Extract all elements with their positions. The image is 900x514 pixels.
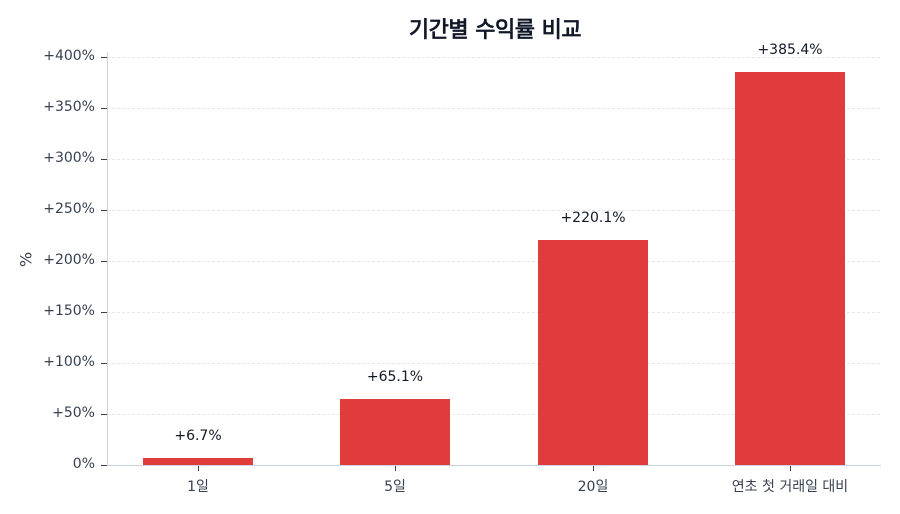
- y-tick-label: +250%: [43, 201, 95, 217]
- y-tick-label: +300%: [43, 150, 95, 166]
- bar-value-label: +220.1%: [560, 210, 626, 227]
- y-tick-label: +400%: [43, 48, 95, 64]
- gridline: [107, 414, 880, 415]
- y-tick-mark: [101, 465, 107, 466]
- gridline: [107, 261, 880, 262]
- y-tick-label: +150%: [43, 303, 95, 319]
- gridline: [107, 210, 880, 211]
- x-tick-label: 20일: [577, 479, 609, 495]
- y-tick-label: +100%: [43, 354, 95, 370]
- y-tick-mark: [101, 108, 107, 109]
- bar: [735, 71, 845, 465]
- y-tick-mark: [101, 159, 107, 160]
- bar: [538, 240, 648, 465]
- y-tick-mark: [101, 363, 107, 364]
- bar: [340, 398, 450, 465]
- chart-title: 기간별 수익률 비교: [408, 18, 582, 43]
- x-tick-mark: [790, 466, 791, 471]
- y-tick-label: +200%: [43, 252, 95, 268]
- bar-value-label: +385.4%: [757, 41, 823, 58]
- x-tick-label: 5일: [384, 479, 406, 495]
- bar-value-label: +6.7%: [174, 428, 222, 445]
- y-tick-label: +50%: [52, 405, 95, 421]
- x-axis-line: [107, 465, 881, 466]
- y-tick-mark: [101, 312, 107, 313]
- y-axis-line: [107, 52, 108, 466]
- y-tick-mark: [101, 210, 107, 211]
- x-tick-mark: [395, 466, 396, 471]
- x-tick-label: 연초 첫 거래일 대비: [731, 479, 849, 495]
- y-tick-label: +350%: [43, 99, 95, 115]
- x-tick-mark: [593, 466, 594, 471]
- gridline: [107, 363, 880, 364]
- y-tick-mark: [101, 414, 107, 415]
- y-tick-label: 0%: [72, 456, 95, 472]
- gridline: [107, 108, 880, 109]
- x-tick-mark: [198, 466, 199, 471]
- bar: [143, 458, 253, 465]
- bar-value-label: +65.1%: [366, 368, 424, 385]
- gridline: [107, 57, 880, 58]
- gridline: [107, 312, 880, 313]
- gridline: [107, 159, 880, 160]
- y-tick-mark: [101, 57, 107, 58]
- x-tick-label: 1일: [187, 479, 209, 495]
- y-tick-mark: [101, 261, 107, 262]
- plot-area: [107, 57, 880, 465]
